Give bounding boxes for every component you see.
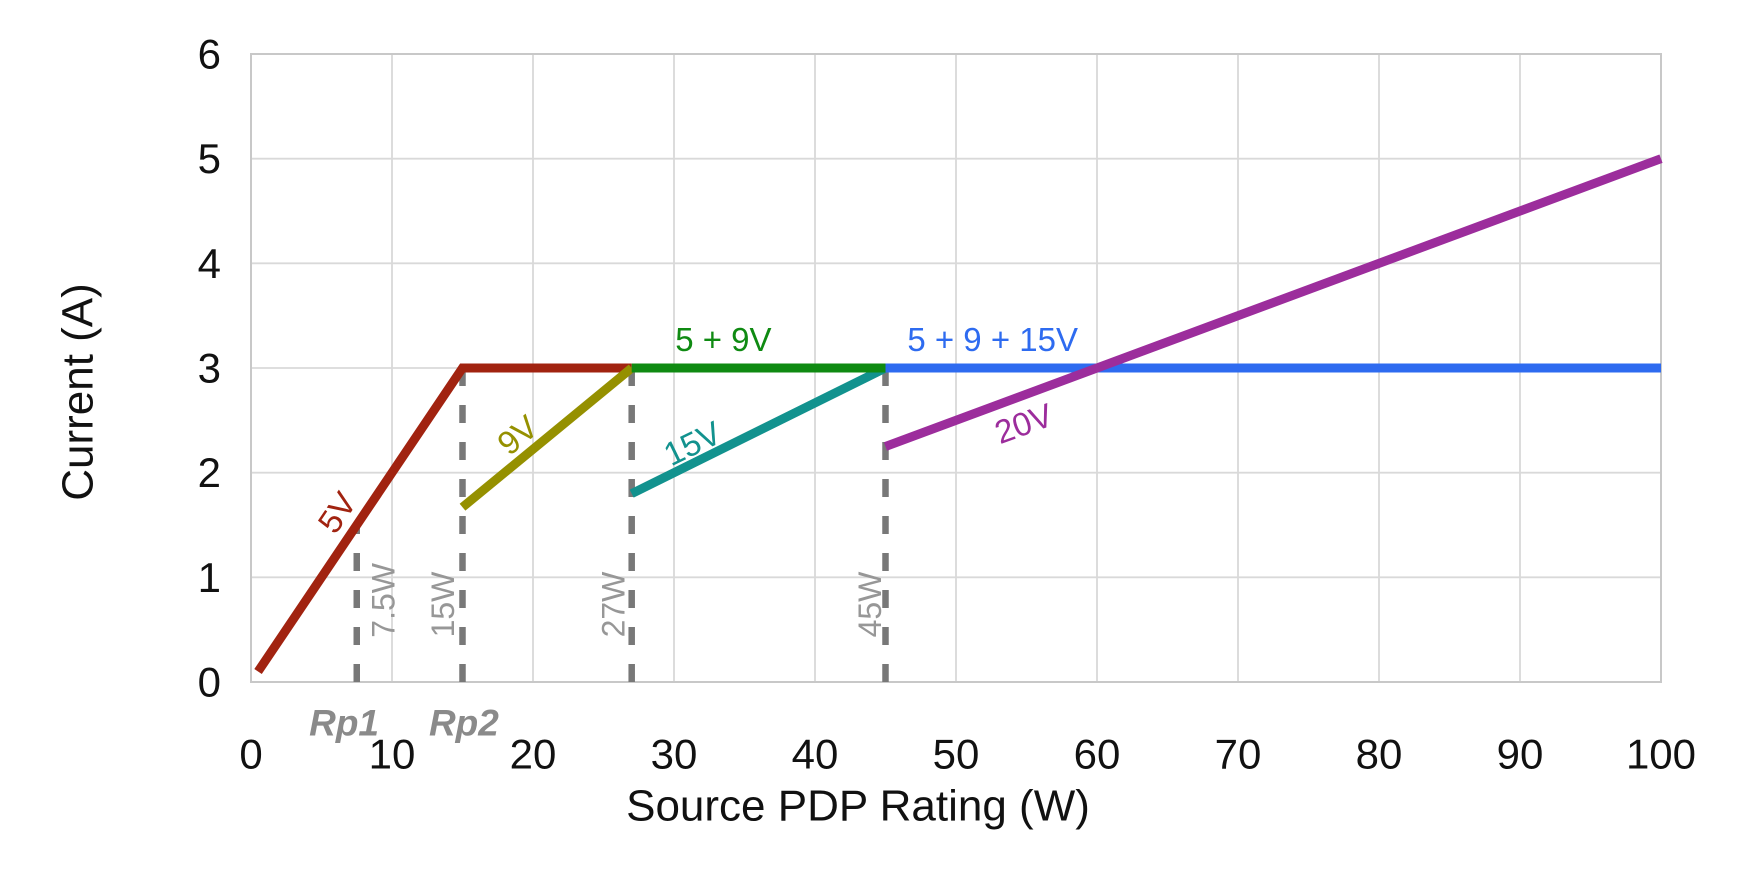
series-line bbox=[629, 363, 888, 498]
x-tick-label: 10 bbox=[369, 731, 416, 778]
rp-label: Rp1 bbox=[309, 703, 379, 744]
gridlines bbox=[250, 53, 1662, 683]
y-tick-label: 2 bbox=[198, 449, 221, 496]
x-tick-label: 80 bbox=[1356, 731, 1403, 778]
y-tick-label: 0 bbox=[198, 659, 221, 706]
x-axis-title: Source PDP Rating (W) bbox=[626, 782, 1090, 831]
threshold-label: 27W bbox=[595, 571, 631, 638]
x-tick-label: 60 bbox=[1074, 731, 1121, 778]
x-tick-label: 90 bbox=[1497, 731, 1544, 778]
x-tick-label: 0 bbox=[239, 731, 262, 778]
reference-lines: 7.5W Rp1 15W Rp2 27W 45W bbox=[309, 368, 889, 744]
y-tick-label: 6 bbox=[198, 31, 221, 78]
x-tick-label: 40 bbox=[792, 731, 839, 778]
y-axis-title: Current (A) bbox=[54, 283, 103, 501]
rp-label: Rp2 bbox=[429, 703, 499, 744]
series-line bbox=[459, 364, 635, 511]
series-line bbox=[254, 363, 632, 675]
x-tick-label: 30 bbox=[651, 731, 698, 778]
series-label: 5 + 9V bbox=[675, 321, 771, 358]
series-label: 9V bbox=[490, 408, 545, 462]
y-tick-label: 4 bbox=[198, 240, 221, 287]
x-tick-label: 50 bbox=[933, 731, 980, 778]
series-lines bbox=[254, 154, 1663, 675]
series-label: 5 + 9 + 15V bbox=[907, 321, 1078, 358]
axis-tick-labels: 0 10 20 30 40 50 60 70 80 90 100 0 1 2 3 4 5 6 bbox=[198, 31, 1696, 778]
threshold-label: 15W bbox=[425, 571, 461, 638]
x-tick-label: 20 bbox=[510, 731, 557, 778]
x-tick-label: 70 bbox=[1215, 731, 1262, 778]
y-tick-label: 5 bbox=[198, 135, 221, 182]
y-tick-label: 1 bbox=[198, 554, 221, 601]
x-tick-label: 100 bbox=[1626, 731, 1696, 778]
series-line bbox=[883, 154, 1663, 451]
threshold-label: 45W bbox=[852, 571, 888, 638]
y-tick-label: 3 bbox=[198, 345, 221, 392]
threshold-label: 7.5W bbox=[366, 562, 402, 637]
